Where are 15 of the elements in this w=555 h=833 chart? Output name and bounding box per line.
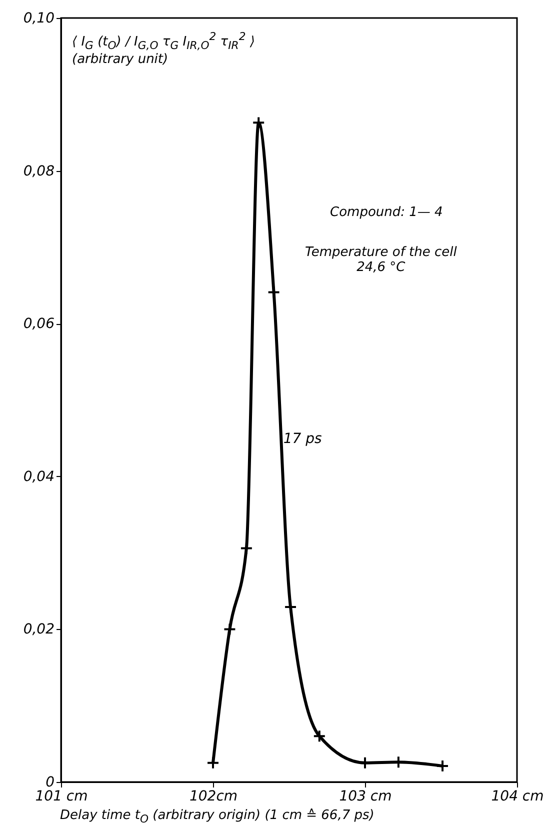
- y-tick-label: 0: [46, 774, 55, 790]
- x-axis-title: Delay time t$_{O}$ (arbitrary origin) (1 cm ≙ 66,7 ps): [60, 808, 374, 826]
- y-tick-label: 0,08: [23, 163, 55, 180]
- y-tick-label: 0,10: [23, 10, 55, 26]
- x-tick-label: 101 cm: [35, 788, 88, 804]
- y-tick-label: 0,04: [23, 468, 54, 485]
- text: ⟨ I$_{G}$ (t$_{O}$) / I$_{G,O}$ τ$_{G}$ I$_{IR,O}$$^{2}$ τ$_{IR}$$^{2}$ ⟩ (arbitrary unit): [72, 30, 255, 67]
- annotation: Temperature of the cell 24,6 °C: [305, 245, 457, 275]
- annotation: 17 ps: [283, 430, 322, 447]
- y-tick-label: 0,06: [23, 316, 55, 332]
- x-tick-label: 103 cm: [339, 788, 392, 804]
- x-tick-label: 102cm: [189, 788, 238, 804]
- x-tick-label: 104 cm: [491, 788, 544, 804]
- annotation: Compound: 1— 4: [330, 205, 443, 220]
- y-tick-label: 0,02: [23, 622, 55, 638]
